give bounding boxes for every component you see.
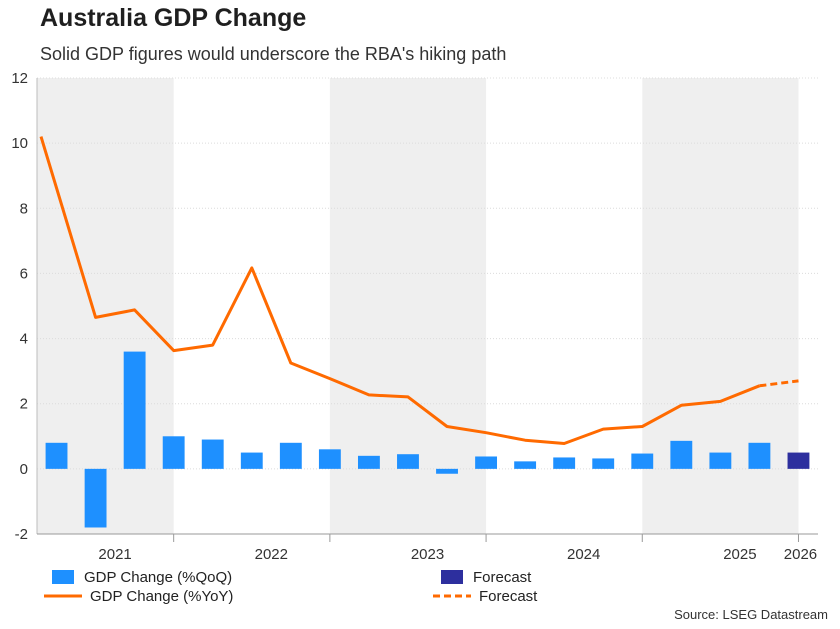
qoq-bar bbox=[553, 457, 576, 469]
legend-label: Forecast bbox=[473, 569, 532, 586]
qoq-bar bbox=[670, 440, 693, 469]
qoq-bar bbox=[162, 436, 185, 469]
chart-subtitle: Solid GDP figures would underscore the R… bbox=[40, 44, 507, 64]
qoq-bar bbox=[279, 442, 302, 469]
qoq-bar bbox=[318, 449, 341, 469]
y-axis: -2 0 2 4 6 8 10 12 bbox=[11, 70, 38, 543]
x-year-label: 2026 bbox=[784, 546, 817, 563]
legend-swatch bbox=[52, 570, 74, 584]
qoq-bar bbox=[709, 452, 732, 469]
y-tick-label: 8 bbox=[20, 200, 28, 217]
forecast-bar bbox=[787, 452, 810, 469]
y-tick-label: 2 bbox=[20, 396, 28, 413]
y-tick-label: 6 bbox=[20, 265, 28, 282]
qoq-bar bbox=[592, 458, 615, 469]
x-year-label: 2021 bbox=[98, 546, 131, 563]
qoq-bars bbox=[45, 351, 810, 528]
qoq-bar bbox=[436, 468, 458, 474]
legend-label: GDP Change (%QoQ) bbox=[84, 569, 232, 586]
x-year-label: 2022 bbox=[255, 546, 288, 563]
y-tick-label: 0 bbox=[20, 461, 28, 478]
qoq-bar bbox=[45, 442, 68, 469]
y-tick-label: 12 bbox=[11, 70, 28, 87]
qoq-bar bbox=[123, 351, 146, 469]
yoy-lines bbox=[39, 136, 799, 445]
qoq-bar bbox=[514, 461, 537, 469]
legend-label: GDP Change (%YoY) bbox=[90, 588, 233, 605]
legend-swatch bbox=[441, 570, 463, 584]
chart-title: Australia GDP Change bbox=[40, 4, 307, 32]
legend-label: Forecast bbox=[479, 588, 538, 605]
qoq-bar bbox=[201, 439, 224, 469]
qoq-bar bbox=[631, 453, 654, 469]
qoq-bar bbox=[748, 442, 771, 469]
x-year-label: 2023 bbox=[411, 546, 444, 563]
x-year-label: 2025 bbox=[723, 546, 756, 563]
legend: GDP Change (%QoQ) GDP Change (%YoY) Foreca… bbox=[44, 569, 538, 605]
qoq-bar bbox=[84, 468, 107, 528]
source-note: Source: LSEG Datastream bbox=[674, 607, 828, 622]
yoy-line bbox=[39, 136, 760, 445]
y-tick-label: 4 bbox=[20, 331, 28, 348]
y-tick-label: -2 bbox=[15, 526, 28, 543]
y-tick-label: 10 bbox=[11, 135, 28, 152]
x-year-label: 2024 bbox=[567, 546, 600, 563]
x-axis: 2021 2022 2023 2024 2025 2026 bbox=[37, 533, 818, 563]
qoq-bar bbox=[357, 455, 380, 469]
yoy-forecast-line bbox=[759, 379, 799, 388]
qoq-bar bbox=[240, 452, 263, 469]
qoq-bar bbox=[397, 454, 419, 469]
qoq-bar bbox=[475, 456, 498, 469]
